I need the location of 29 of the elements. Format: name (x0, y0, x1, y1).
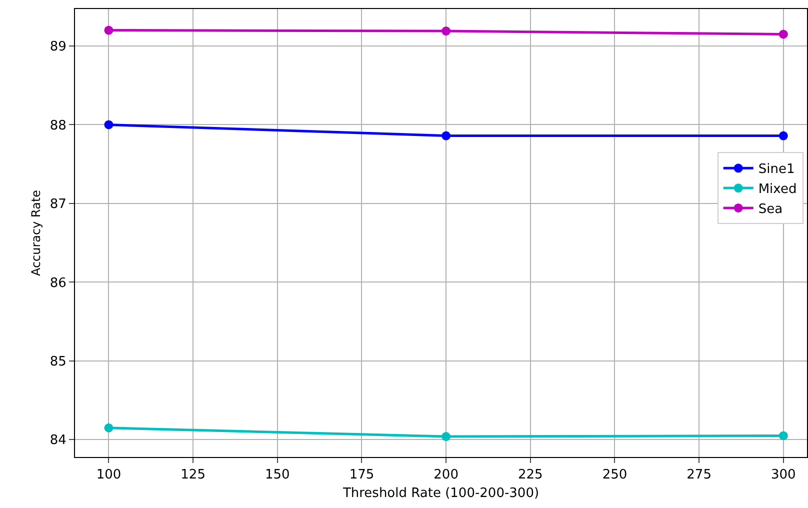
point (442, 131, 451, 140)
x-axis-title: Threshold Rate (100-200-300) (342, 486, 540, 502)
y-tick-label: 86 (50, 276, 66, 291)
legend-label: Sea (758, 202, 783, 218)
x-tick-label: 225 (518, 468, 543, 483)
point (442, 432, 451, 442)
point (104, 423, 114, 432)
point (104, 26, 114, 35)
legend-label: Mixed (758, 182, 797, 198)
point (778, 131, 788, 140)
x-tick-label: 275 (686, 468, 712, 483)
x-tick-label: 100 (96, 468, 122, 483)
x-tick-label: 125 (180, 468, 206, 483)
y-tick-label: 87 (50, 197, 66, 212)
y-axis-title: Accuracy Rate (29, 190, 44, 276)
x-tick-label: 250 (602, 468, 628, 483)
x-tick-label: 300 (770, 468, 796, 483)
legend-label: Sine1 (758, 162, 795, 178)
x-tick-label: 200 (434, 468, 458, 483)
point (442, 26, 451, 36)
point (778, 30, 788, 39)
y-tick-label: 88 (50, 118, 66, 134)
y-tick-label: 85 (50, 354, 66, 370)
y-tick-label: 84 (50, 433, 66, 448)
y-tick-label: 89 (50, 40, 66, 55)
x-tick-label: 175 (349, 468, 374, 483)
x-tick-label: 150 (264, 468, 290, 483)
point (778, 431, 788, 440)
point (104, 120, 114, 130)
